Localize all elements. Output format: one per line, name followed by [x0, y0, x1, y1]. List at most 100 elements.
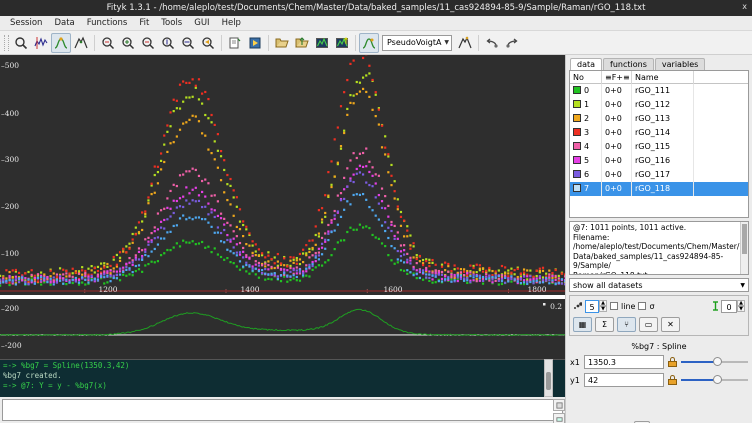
lock-icon-x1[interactable]	[668, 357, 677, 367]
zoom-out-icon[interactable]	[138, 33, 158, 53]
column-header-no: No	[570, 71, 602, 84]
parameter-label-x1: x1	[570, 357, 580, 367]
clear-button[interactable]: ✕	[661, 317, 680, 332]
menu-item-gui[interactable]: GUI	[194, 18, 210, 28]
redo-fit-icon[interactable]	[502, 33, 522, 53]
dataset-extra	[694, 154, 748, 168]
chevron-down-icon: ▼	[740, 281, 745, 289]
main-plot-canvas[interactable]	[0, 55, 565, 295]
toolbar-grip[interactable]	[4, 34, 9, 51]
info-scrollbar[interactable]	[740, 222, 748, 274]
lock-icon-y1[interactable]	[668, 375, 677, 385]
dataset-functions: 0+0	[602, 112, 632, 126]
point-size-stepper[interactable]: 5 ▲ ▼	[585, 299, 607, 313]
tab-variables[interactable]: variables	[654, 58, 706, 70]
column-header-fn: ≡F+≡	[602, 71, 632, 84]
dataset-extra	[694, 168, 748, 182]
output-console[interactable]: =-> %bg7 = Spline(1350.3,42) %bg7 create…	[0, 359, 565, 397]
console-save-icon[interactable]	[553, 399, 565, 411]
line-checkbox[interactable]	[610, 302, 618, 310]
offset-stepper[interactable]: 0 ▲ ▼	[721, 299, 745, 313]
function-type-select[interactable]: PseudoVoigtA ▼	[382, 34, 452, 51]
table-row[interactable]: 0 0+0 rGO_111	[570, 84, 748, 98]
dataset-info[interactable]: @7: 1011 points, 1011 active. Filename: …	[569, 221, 749, 275]
save-file-icon[interactable]	[292, 33, 312, 53]
error-bar-icon	[712, 301, 719, 311]
table-row[interactable]: 2 0+0 rGO_113	[570, 112, 748, 126]
spinner-up-icon[interactable]: ▲	[737, 300, 745, 306]
spinner-down-icon[interactable]: ▼	[737, 306, 745, 312]
spinner-down-icon[interactable]: ▼	[599, 306, 607, 312]
menu-item-help[interactable]: Help	[221, 18, 241, 28]
data-points-button[interactable]: ▦	[573, 317, 592, 332]
data-range-icon[interactable]	[31, 33, 51, 53]
close-icon[interactable]: x	[742, 2, 747, 11]
labels-button[interactable]: ▭	[639, 317, 658, 332]
parameter-input-y1[interactable]: 42	[584, 373, 664, 387]
menu-item-tools[interactable]: Tools	[161, 18, 183, 28]
title-bar: Fityk 1.3.1 - /home/aleplo/test/Document…	[0, 0, 752, 16]
table-row[interactable]: 7 0+0 rGO_118	[570, 182, 748, 196]
parameter-slider-y1[interactable]	[681, 374, 748, 386]
command-input[interactable]	[2, 399, 563, 421]
series-rGO_114	[0, 55, 565, 284]
point-size-value[interactable]: 5	[585, 299, 599, 313]
new-session-icon[interactable]	[225, 33, 245, 53]
sum-button[interactable]: Σ	[595, 317, 614, 332]
main-plot[interactable]: 500 400 300 200 100 1200 1400 1600 1800	[0, 55, 565, 295]
console-scrollbar[interactable]	[544, 359, 553, 397]
dataset-index: 4	[570, 140, 602, 154]
dataset-list[interactable]: No ≡F+≡ Name 0 0+0 rGO_111 1 0+0 rGO_112 2 0+0 r…	[569, 70, 749, 218]
info-scrollbar-thumb[interactable]	[742, 224, 747, 254]
menu-item-fit[interactable]: Fit	[139, 18, 150, 28]
table-row[interactable]: 1 0+0 rGO_112	[570, 98, 748, 112]
table-row[interactable]: 6 0+0 rGO_117	[570, 168, 748, 182]
point-mode-icon[interactable]	[633, 421, 650, 423]
tab-functions[interactable]: functions	[603, 58, 654, 70]
zoom-previous-icon[interactable]	[198, 33, 218, 53]
auto-fit-icon[interactable]	[359, 32, 379, 53]
zoom-horizontal-icon[interactable]	[178, 33, 198, 53]
plot-divider[interactable]	[0, 295, 565, 297]
zoom-all-icon[interactable]	[98, 33, 118, 53]
dataset-filter-select[interactable]: show all datasets ▼	[569, 278, 749, 292]
parameter-slider-x1[interactable]	[681, 356, 748, 368]
sigma-checkbox[interactable]	[638, 302, 647, 310]
undo-fit-icon[interactable]	[482, 33, 502, 53]
fit-curve-icon[interactable]	[71, 33, 91, 53]
execute-script-icon[interactable]	[245, 33, 265, 53]
table-row[interactable]: 5 0+0 rGO_116	[570, 154, 748, 168]
zoom-mode-icon[interactable]	[11, 33, 31, 53]
table-row[interactable]: 4 0+0 rGO_115	[570, 140, 748, 154]
console-scrollbar-thumb[interactable]	[546, 372, 551, 390]
aux-plot[interactable]: 200 -200 0.2	[0, 297, 565, 359]
color-swatch-icon	[573, 86, 581, 94]
menu-item-data[interactable]: Data	[54, 18, 75, 28]
menu-item-functions[interactable]: Functions	[86, 18, 128, 28]
add-peak-icon[interactable]	[51, 32, 71, 53]
zoom-in-icon[interactable]	[118, 33, 138, 53]
aux-plot-canvas[interactable]	[0, 299, 565, 359]
dataset-name: rGO_111	[632, 84, 694, 98]
tab-data[interactable]: data	[570, 58, 603, 70]
dataset-index: 7	[570, 182, 602, 196]
peaks-button[interactable]: ⑂	[617, 317, 636, 332]
run-fit-icon[interactable]	[455, 33, 475, 53]
open-file-icon[interactable]	[272, 33, 292, 53]
point-size-arrows[interactable]: ▲ ▼	[599, 300, 607, 312]
dataset-functions: 0+0	[602, 140, 632, 154]
spinner-up-icon[interactable]: ▲	[599, 300, 607, 306]
offset-arrows[interactable]: ▲ ▼	[737, 300, 745, 312]
export-plot-icon[interactable]	[332, 33, 352, 53]
table-row[interactable]: 3 0+0 rGO_114	[570, 126, 748, 140]
baseline-icon[interactable]	[312, 33, 332, 53]
offset-value[interactable]: 0	[721, 299, 737, 313]
series-rGO_113	[0, 87, 565, 285]
color-swatch-icon	[573, 114, 581, 122]
zoom-vertical-icon[interactable]	[158, 33, 178, 53]
parameter-input-x1[interactable]: 1350.3	[584, 355, 664, 369]
menu-item-session[interactable]: Session	[10, 18, 43, 28]
console-settings-icon[interactable]	[553, 413, 565, 423]
parameter-row-x1: x1 1350.3	[570, 355, 748, 369]
